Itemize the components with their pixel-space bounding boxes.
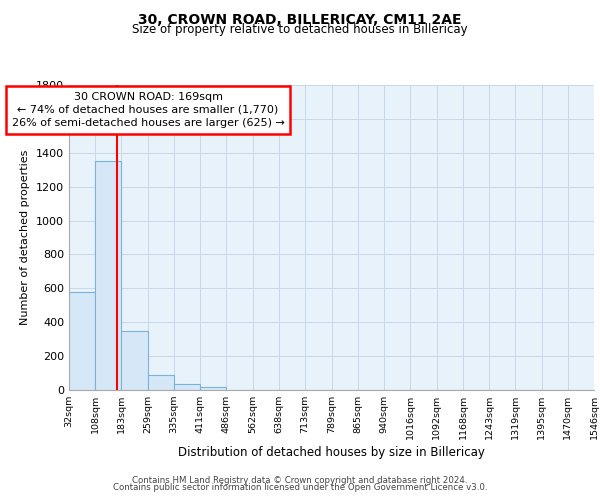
Bar (174, 384, 200, 390)
Bar (121, 330, 148, 390)
Text: Contains HM Land Registry data © Crown copyright and database right 2024.: Contains HM Land Registry data © Crown c… (132, 476, 468, 485)
X-axis label: Distribution of detached houses by size in Billericay: Distribution of detached houses by size … (178, 446, 485, 459)
Text: 30, CROWN ROAD, BILLERICAY, CM11 2AE: 30, CROWN ROAD, BILLERICAY, CM11 2AE (138, 12, 462, 26)
Bar (148, 375, 174, 390)
Bar (200, 386, 226, 390)
Bar (95, 161, 121, 390)
Bar (69, 292, 95, 390)
Y-axis label: Number of detached properties: Number of detached properties (20, 150, 31, 325)
Text: Size of property relative to detached houses in Billericay: Size of property relative to detached ho… (132, 22, 468, 36)
Text: 30 CROWN ROAD: 169sqm
← 74% of detached houses are smaller (1,770)
26% of semi-d: 30 CROWN ROAD: 169sqm ← 74% of detached … (11, 92, 284, 128)
Text: Contains public sector information licensed under the Open Government Licence v3: Contains public sector information licen… (113, 484, 487, 492)
